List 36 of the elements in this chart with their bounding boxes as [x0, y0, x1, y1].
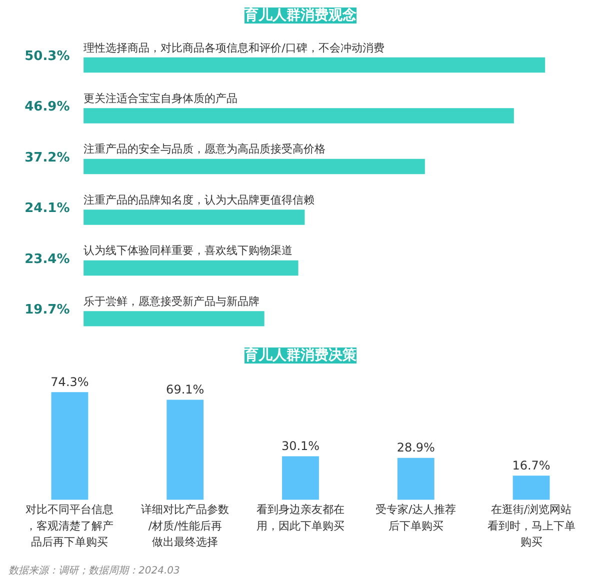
x-tick-label: 在逛街/浏览网站看到时，马上下单购买: [487, 503, 576, 549]
data-label: 16.7%: [512, 458, 550, 472]
data-label: 30.1%: [281, 438, 320, 453]
chart-title: 育儿人群消费决策: [244, 346, 358, 364]
bar: [84, 210, 305, 225]
data-label: 24.1%: [24, 201, 70, 216]
bar: [166, 400, 204, 500]
bar: [512, 476, 550, 500]
bar: [84, 57, 546, 73]
y-tick-label: 乐于尝鲜，愿意接受新产品与新品牌: [84, 294, 260, 308]
bar: [84, 158, 425, 174]
x-tick-label: 看到身边亲友都在用，因此下单购买: [256, 503, 344, 532]
bar: [84, 311, 264, 326]
data-label: 19.7%: [24, 302, 70, 318]
y-tick-label: 注重产品的安全与品质，愿意为高品质接受高价格: [84, 142, 326, 156]
x-tick-label: 详细对比产品参数/材质/性能后再做出最终选择: [141, 503, 230, 549]
source-note: 数据来源：调研；数据周期：2024.03: [8, 564, 180, 576]
data-label: 74.3%: [50, 374, 89, 389]
chart-title: 育儿人群消费观念: [244, 6, 358, 24]
data-label: 69.1%: [166, 382, 204, 396]
data-label: 50.3%: [24, 48, 70, 64]
bar: [84, 260, 298, 276]
y-tick-label: 理性选择商品，对比商品各项信息和评价/口碑，不会冲动消费: [84, 41, 384, 54]
data-label: 46.9%: [24, 100, 70, 115]
bar: [397, 458, 434, 500]
y-tick-label: 更关注适合宝宝自身体质的产品: [84, 92, 238, 106]
bar: [51, 392, 88, 500]
bar: [282, 456, 319, 500]
bar: [84, 108, 514, 124]
data-label: 28.9%: [396, 440, 435, 455]
x-tick-label: 对比不同平台信息，客观清楚了解产品后再下单购买: [26, 503, 114, 549]
data-label: 37.2%: [24, 150, 70, 166]
y-tick-label: 认为线下体验同样重要，喜欢线下购物渠道: [84, 244, 293, 258]
y-tick-label: 注重产品的品牌知名度，认为大品牌更值得信赖: [84, 193, 315, 206]
data-label: 23.4%: [24, 252, 70, 267]
x-tick-label: 受专家/达人推荐后下单购买: [376, 503, 456, 532]
